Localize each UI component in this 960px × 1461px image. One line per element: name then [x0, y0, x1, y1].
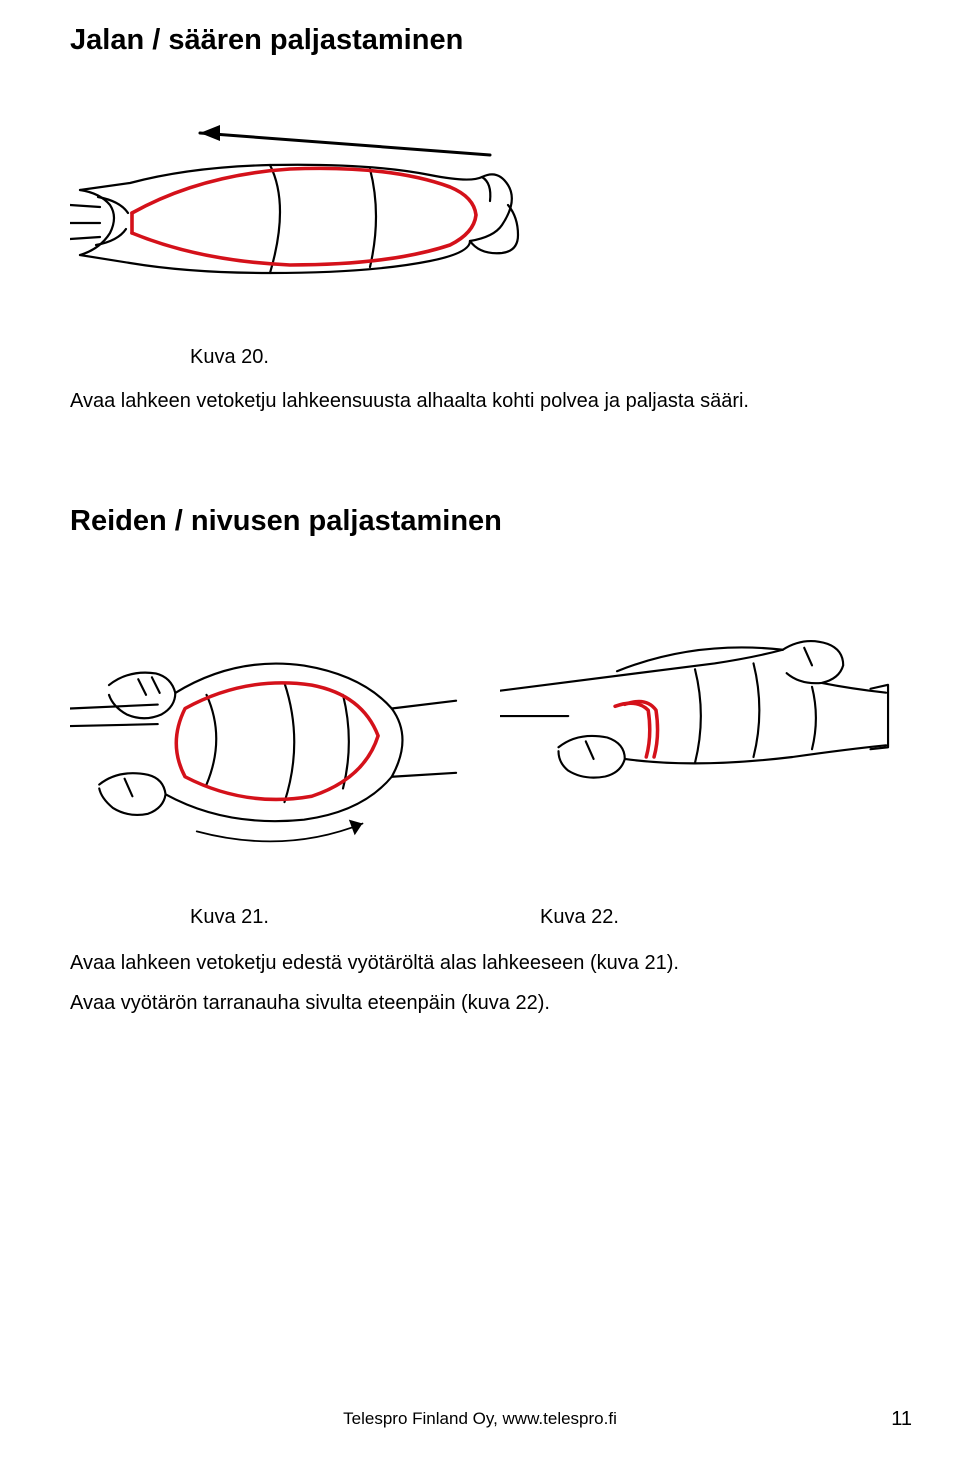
figure-row-21-22 — [70, 598, 890, 858]
figure-22-illustration — [500, 598, 890, 838]
figure-22-caption: Kuva 22. — [480, 906, 890, 929]
figure-20-caption: Kuva 20. — [190, 346, 890, 369]
section-heading-leg: Jalan / säären paljastaminen — [70, 24, 890, 57]
leg-zipper-illustration — [70, 105, 530, 305]
figure-21-caption: Kuva 21. — [70, 906, 480, 929]
section2-body2: Avaa vyötärön tarranauha sivulta eteenpä… — [70, 989, 890, 1017]
figure-21-illustration — [70, 598, 460, 858]
footer-text: Telespro Finland Oy, www.telespro.fi — [0, 1409, 960, 1429]
section1-body: Avaa lahkeen vetoketju lahkeensuusta alh… — [70, 387, 890, 415]
section2-body1: Avaa lahkeen vetoketju edestä vyötäröltä… — [70, 949, 890, 977]
page-number: 11 — [891, 1408, 912, 1431]
figure-20 — [70, 105, 890, 310]
figure-21-22-captions: Kuva 21. Kuva 22. — [70, 906, 890, 929]
section-heading-thigh: Reiden / nivusen paljastaminen — [70, 505, 890, 538]
